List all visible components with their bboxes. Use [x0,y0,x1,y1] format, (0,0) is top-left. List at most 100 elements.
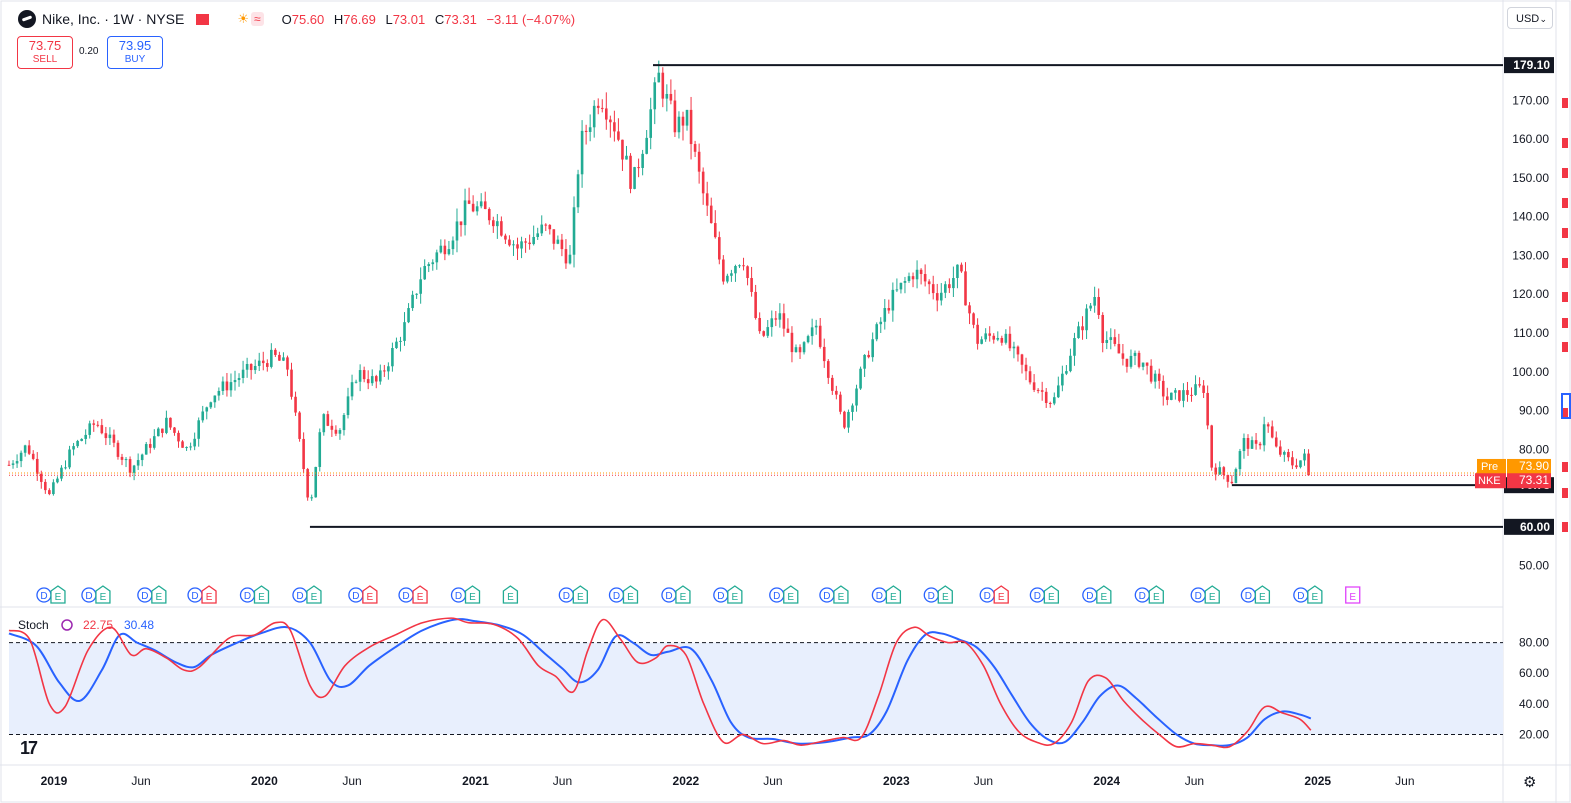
price-axis-tick: 50.00 [1519,559,1549,573]
candle-body [835,390,838,395]
earnings-marker-label: E [1048,592,1055,603]
candle-body [161,428,164,433]
price-axis-tick: 160.00 [1512,132,1549,146]
toolbar-scroll-marker [1561,393,1571,419]
candle-body [1222,467,1226,475]
candle-body [984,333,987,340]
earnings-marker-icon [727,585,743,604]
stoch-band [9,642,1503,735]
candle-body [1004,333,1008,343]
currency-value: USD [1516,13,1540,25]
candle-body [270,349,273,367]
candle-body [1061,373,1064,386]
candle-body [568,254,572,264]
earnings-marker-icon [1204,585,1220,604]
candle-body [11,463,15,465]
candle-body [1105,339,1109,344]
candle-body [980,339,983,344]
time-axis-tick: 2021 [462,774,489,788]
candle-body [677,116,681,133]
ticker-badge-tag [1475,473,1506,489]
wave-icon[interactable]: ≈ [251,12,264,26]
level-label: 60.00 [1520,520,1550,534]
candle-body [1170,392,1173,400]
earnings-marker-icon [464,585,481,604]
candle-body [746,266,749,279]
buy-button[interactable]: 73.95 BUY [107,36,163,69]
candle-body [1048,402,1052,404]
candle-body [35,458,39,474]
candle-body [249,363,253,371]
candle-body [552,229,556,244]
flag-icon[interactable] [196,13,210,25]
candle-body [225,381,229,391]
price-axis-tick: 170.00 [1512,93,1549,107]
sell-button[interactable]: 73.75 SELL [17,36,73,69]
candle-body [1052,397,1056,404]
sun-icon[interactable]: ☀ [237,11,250,26]
nike-logo-icon [18,10,36,28]
candle-body [467,200,471,204]
candle-body [1186,390,1189,395]
candle-body [1077,326,1080,339]
earnings-marker-icon [885,585,902,604]
candle-body [492,220,495,227]
price-axis-tick: 100.00 [1512,365,1549,379]
candle-body [818,325,822,347]
candle-body [596,105,600,108]
candle-body [903,281,907,283]
earnings-marker-icon [502,585,519,604]
earnings-marker-label: E [732,592,739,603]
earnings-marker-label: E [838,592,845,603]
toolbar-marker [1562,138,1568,148]
stoch-axis-tick: 40.00 [1519,697,1549,711]
time-axis-tick: 2024 [1093,774,1120,788]
candle-body [580,130,584,175]
candle-body [314,466,318,498]
candle-body [1254,440,1258,444]
level-label-box [1504,518,1554,535]
candle-body [1117,343,1121,354]
gear-icon[interactable]: ⚙ [1523,774,1537,791]
earnings-marker-label: E [577,592,584,603]
candle-body [1174,390,1177,393]
stoch-axis-tick: 60.00 [1519,666,1549,680]
candle-body [871,339,874,358]
candle-body [609,119,612,123]
spread-value: 0.20 [79,46,99,57]
candle-body [1073,338,1076,356]
candle-body [346,396,350,416]
symbol-title[interactable]: Nike, Inc. · 1W · NYSE [42,11,185,27]
candle-body [907,276,911,282]
candle-body [237,377,241,381]
candle-body [366,379,370,384]
dividend-marker-label: D [1245,591,1252,602]
candle-body [80,438,83,441]
candle-body [988,333,992,336]
earnings-marker-label: E [1349,592,1356,603]
candle-body [1008,333,1012,349]
candle-body [1190,394,1193,396]
candle-body [1016,346,1020,355]
candle-body [1234,469,1238,484]
candle-body [310,497,313,499]
candle-body [560,239,564,250]
currency-select[interactable]: USD ⌄ [1507,7,1553,29]
candle-body [1153,373,1157,382]
toolbar-marker [1562,228,1568,238]
dividend-marker-label: D [876,591,883,602]
candle-body [822,346,826,362]
candle-body [786,328,790,333]
candle-body [810,327,814,337]
candle-body [1214,467,1218,475]
dividend-marker-label: D [40,591,47,602]
candle-body [1218,467,1222,475]
candle-body [927,281,931,285]
candle-body [919,269,923,275]
candle-body [1238,451,1242,470]
candle-body [60,467,63,479]
candle-body [778,313,782,320]
candle-body [471,203,475,212]
